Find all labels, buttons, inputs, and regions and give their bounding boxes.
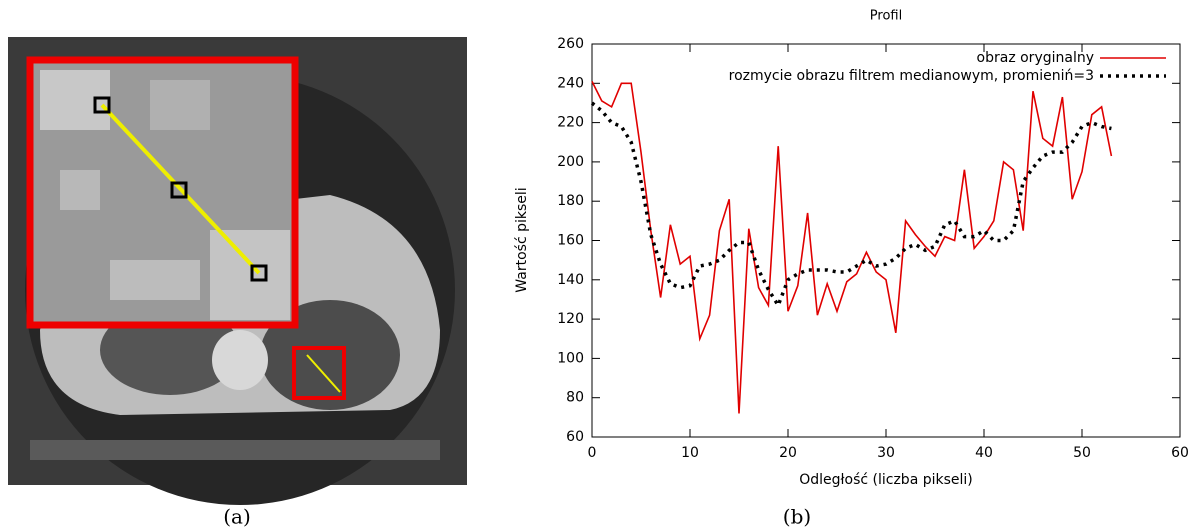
y-axis-label: Wartość pikseli [514,187,530,292]
x-tick-label: 10 [681,445,699,461]
legend-label: rozmycie obrazu filtrem medianowym, prom… [729,68,1094,84]
plot-frame [591,43,1181,438]
x-tick-label: 60 [1171,445,1189,461]
y-tick-label: 180 [557,193,584,209]
y-tick-label: 220 [557,115,584,131]
y-tick-label: 200 [557,154,584,170]
x-axis-label: Odległość (liczba pikseli) [799,472,973,488]
x-tick-label: 30 [877,445,895,461]
line-series [590,101,1112,310]
caption: (b) [783,505,811,529]
y-tick-label: 60 [566,429,584,445]
x-tick-label: 40 [975,445,993,461]
y-tick-label: 120 [557,311,584,327]
chart-title: Profil [870,9,902,24]
legend-label: obraz oryginalny [977,50,1094,66]
y-tick-label: 160 [557,233,584,249]
y-tick-label: 100 [557,350,584,366]
x-tick-label: 50 [1073,445,1091,461]
caption: (a) [223,505,251,529]
y-tick-label: 80 [566,390,584,406]
y-tick-label: 140 [557,272,584,288]
y-tick-label: 240 [557,75,584,91]
x-tick-label: 20 [779,445,797,461]
x-tick-label: 0 [588,445,597,461]
line-series [591,80,1113,414]
y-tick-label: 260 [557,36,584,52]
ct-image [8,37,467,505]
